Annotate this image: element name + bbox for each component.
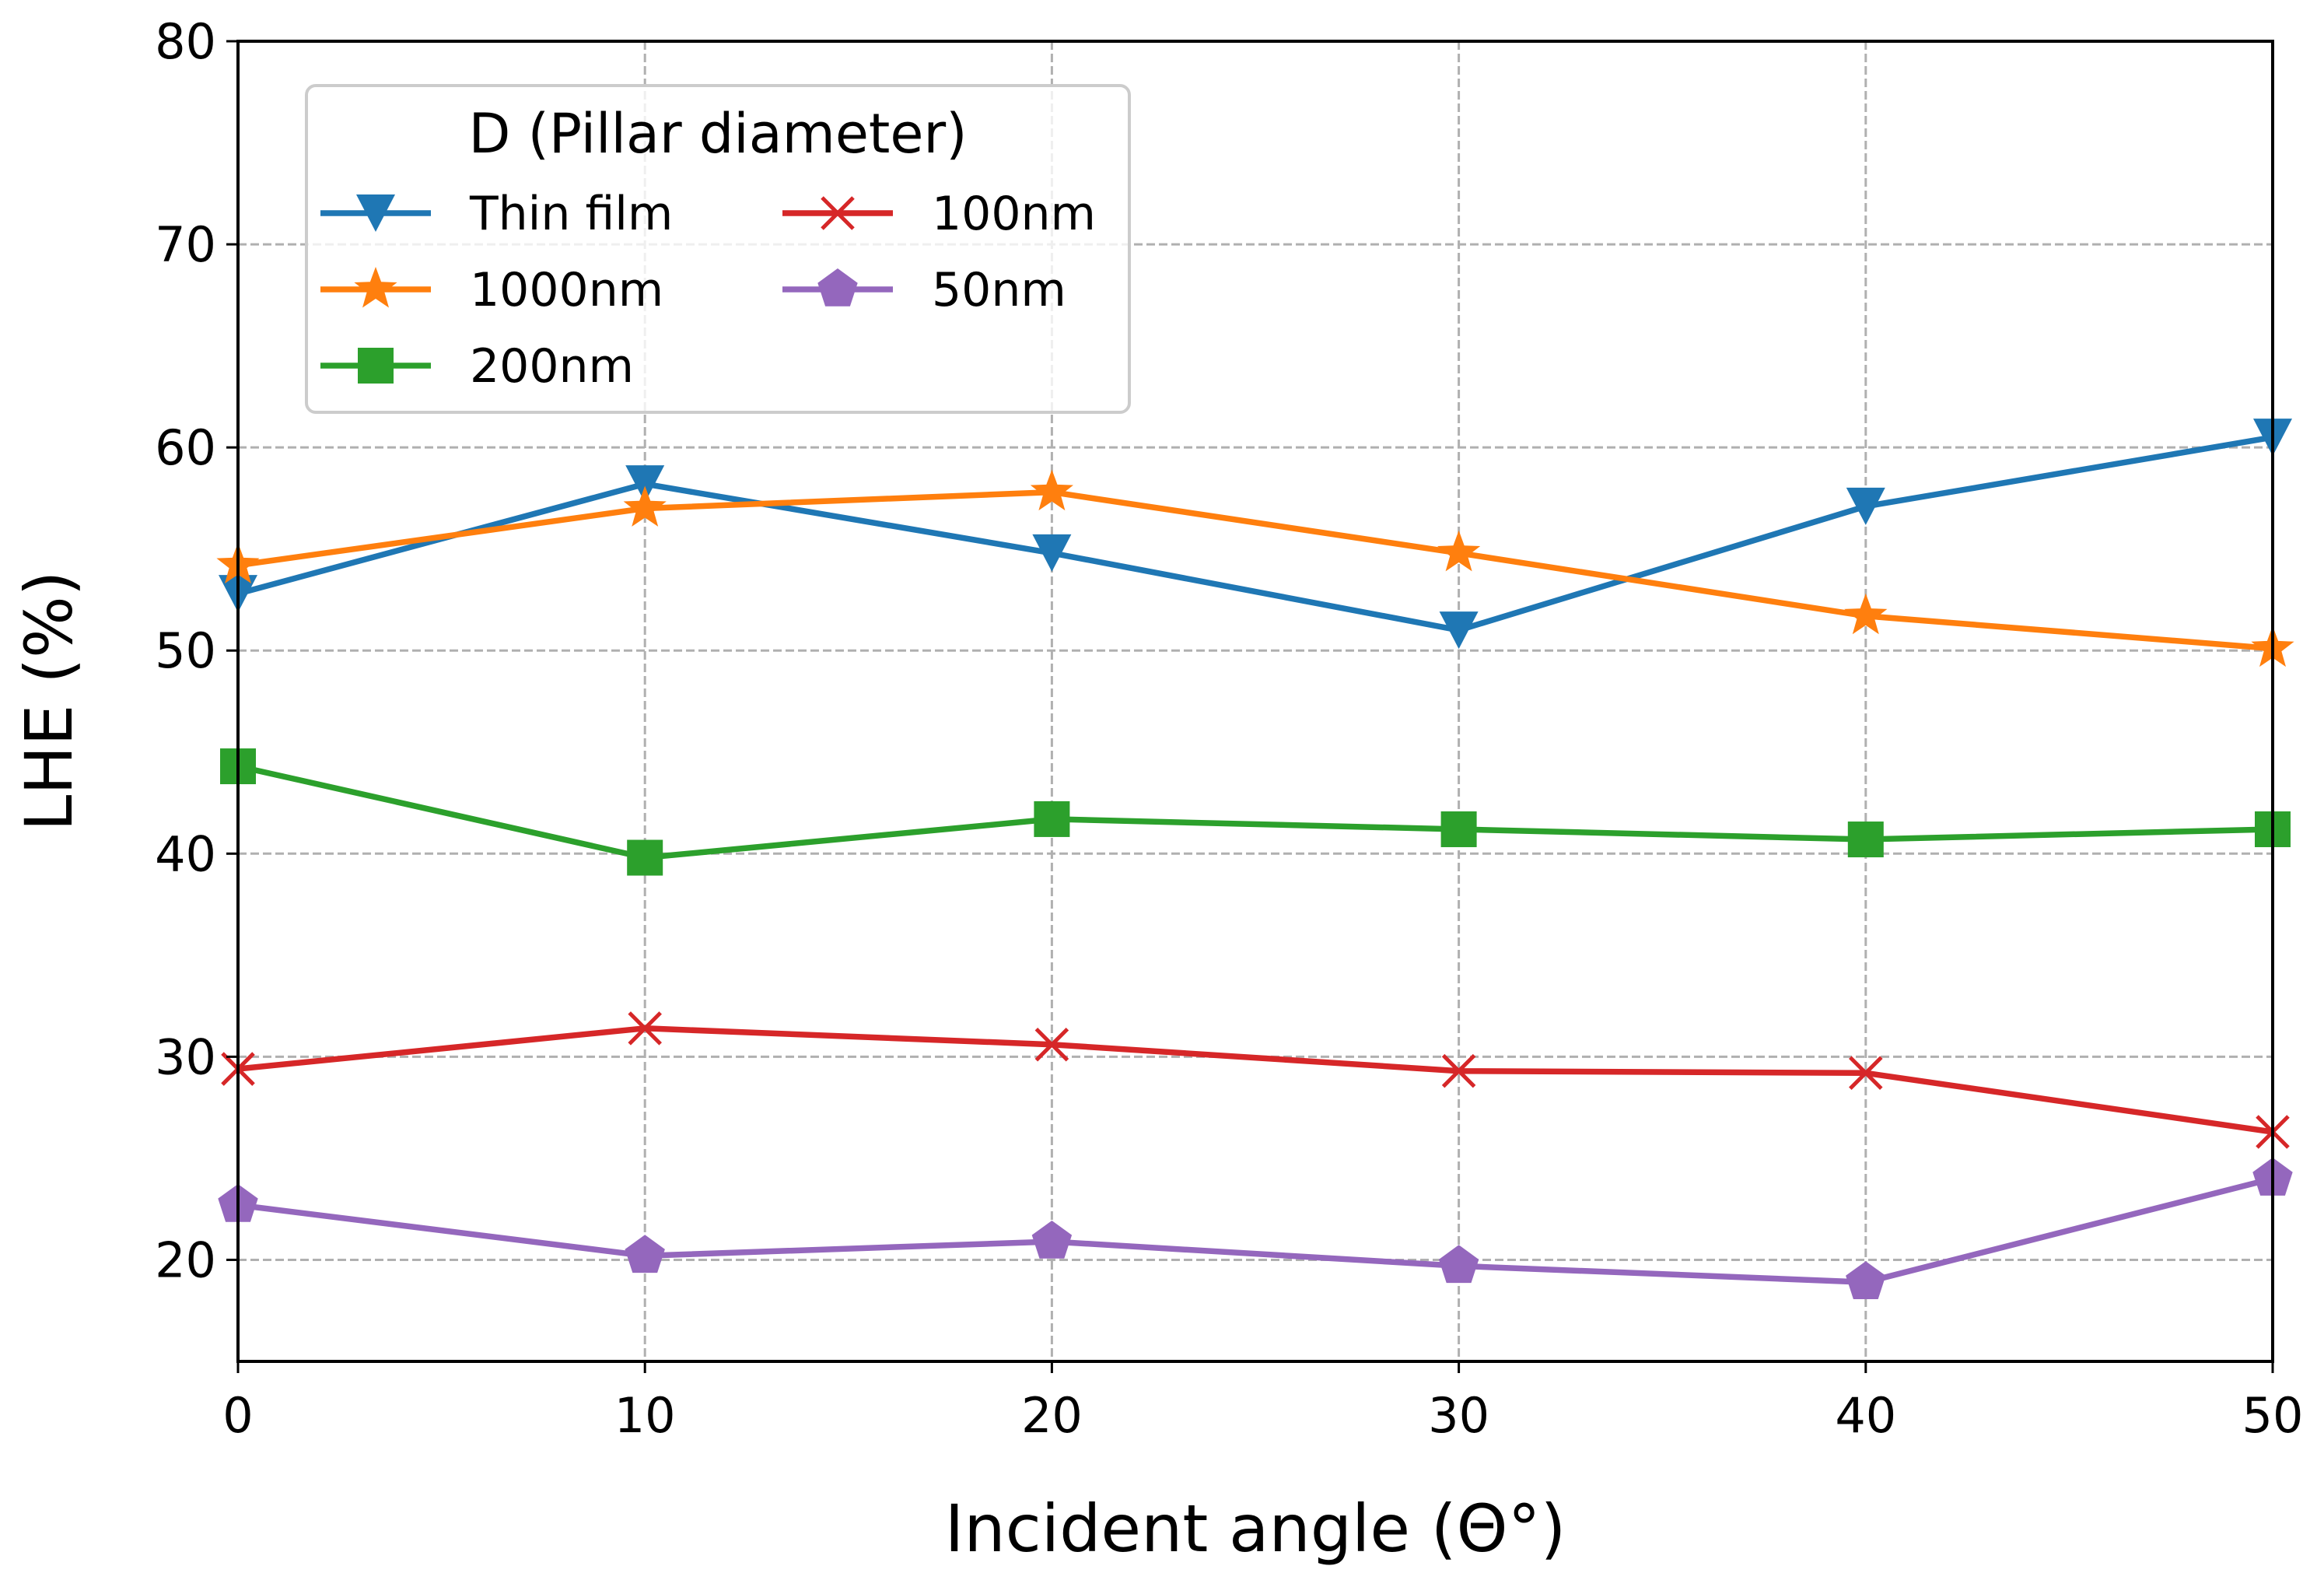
legend-label: 200nm xyxy=(470,339,634,394)
data-point xyxy=(1438,1245,1479,1284)
data-point xyxy=(625,465,665,503)
legend-label: 100nm xyxy=(932,187,1096,241)
y-tick-label: 70 xyxy=(155,216,216,273)
legend-item-200nm: 200nm xyxy=(320,339,634,394)
series-line xyxy=(237,1175,2273,1285)
legend-item-thin-film: Thin film xyxy=(320,187,673,241)
legend-marker xyxy=(354,267,397,308)
x-tick-label: 0 xyxy=(222,1387,253,1444)
y-axis-title: LHE (%) xyxy=(11,570,87,831)
x-tick-label: 50 xyxy=(2242,1387,2304,1444)
series-line xyxy=(237,763,2273,861)
y-tick-label: 40 xyxy=(155,825,216,882)
x-tick-label: 10 xyxy=(614,1387,676,1444)
series-50nm xyxy=(218,1158,2293,1299)
legend-marker xyxy=(821,196,855,230)
y-tick-label: 50 xyxy=(155,622,216,679)
x-tick-label: 30 xyxy=(1428,1387,1489,1444)
data-point xyxy=(1034,1027,1069,1062)
legend-label: 50nm xyxy=(932,263,1066,317)
data-point xyxy=(623,485,667,527)
data-point xyxy=(1846,1261,1886,1299)
data-point xyxy=(625,1235,665,1273)
data-point xyxy=(628,1011,662,1046)
series-line xyxy=(237,434,2273,633)
legend-marker xyxy=(817,268,858,307)
x-tick-label: 20 xyxy=(1021,1387,1083,1444)
data-point xyxy=(1440,811,1477,847)
axis-ticks: 0 10 20 30 40 50 20 30 40 50 60 70 80 xyxy=(155,13,2303,1444)
data-point xyxy=(1032,534,1072,572)
legend-item-1000nm: 1000nm xyxy=(320,263,663,317)
data-point xyxy=(1846,487,1885,525)
data-point xyxy=(1030,469,1073,511)
legend: D (Pillar diameter) Thin film 1000nm 200nm… xyxy=(305,84,1131,414)
data-point xyxy=(1847,822,1884,858)
plot-frame xyxy=(236,40,2274,1363)
legend-item-100nm: 100nm xyxy=(782,187,1096,241)
series-line xyxy=(237,1025,2273,1135)
y-tick-label: 30 xyxy=(155,1028,216,1085)
legend-marker xyxy=(356,194,395,232)
y-tick-label: 80 xyxy=(155,13,216,70)
series-line xyxy=(237,489,2273,652)
legend-item-50nm: 50nm xyxy=(782,263,1066,317)
data-point xyxy=(1441,1053,1476,1088)
series-layer xyxy=(216,419,2294,1299)
data-point xyxy=(1031,1221,1073,1259)
y-tick-label: 60 xyxy=(155,419,216,476)
legend-label: Thin film xyxy=(469,187,673,241)
legend-label: 1000nm xyxy=(470,263,663,317)
data-point xyxy=(1439,611,1479,650)
legend-box xyxy=(305,84,1131,414)
y-tick-label: 20 xyxy=(155,1231,216,1288)
data-point xyxy=(1849,1056,1883,1091)
legend-marker xyxy=(358,348,394,384)
series-100nm xyxy=(221,1011,2290,1149)
legend-title: D (Pillar diameter) xyxy=(468,102,967,166)
x-tick-label: 40 xyxy=(1835,1387,1896,1444)
x-axis-title: Incident angle (Θ°) xyxy=(945,1491,1566,1567)
data-point xyxy=(1034,801,1070,837)
data-point xyxy=(1437,530,1481,572)
data-point xyxy=(1844,593,1888,635)
data-point xyxy=(627,839,663,876)
